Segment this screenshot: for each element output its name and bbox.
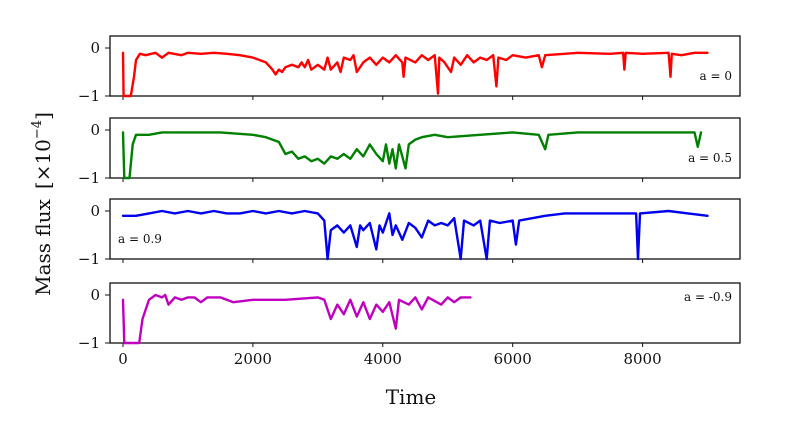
- panel-3: 0 −1 a = 0.9: [78, 198, 741, 268]
- y-tick-label: −1: [78, 250, 100, 268]
- y-axis-unit-prefix: [×10: [31, 139, 55, 189]
- panel-frame: [109, 35, 741, 97]
- y-tick-label: 0: [90, 121, 100, 139]
- panel-frame: [109, 117, 741, 179]
- series-line-3: [121, 209, 709, 261]
- x-axis-label: Time: [386, 385, 437, 409]
- x-tick-label: 8000: [623, 350, 661, 368]
- panel-label: a = 0: [700, 69, 732, 83]
- y-axis-unit-exponent: −4: [30, 120, 45, 139]
- y-axis-label: Mass flux [×10−4]: [30, 112, 55, 296]
- series-line-1: [121, 51, 709, 98]
- panel-2: 0 −1 a = 0.5: [78, 117, 741, 187]
- y-tick-label: −1: [78, 169, 100, 187]
- panel-frame: [109, 282, 741, 344]
- x-tick-label: 2000: [234, 350, 272, 368]
- panel-label: a = -0.9: [684, 290, 732, 304]
- y-axis-unit-suffix: ]: [31, 112, 55, 120]
- panels: 0 −1 a = 0 0 −1 a = 0.5 0 −1 a = 0.9 0 −1 a = -0.9: [78, 35, 741, 352]
- y-tick-label: −1: [78, 334, 100, 352]
- y-tick-label: 0: [90, 202, 100, 220]
- panel-4: 0 −1 a = -0.9: [78, 282, 741, 352]
- x-tick-label: 6000: [494, 350, 532, 368]
- y-tick-label: −1: [78, 87, 100, 105]
- x-tick-label: 4000: [364, 350, 402, 368]
- series-line-4: [121, 293, 472, 345]
- y-axis-label-text: Mass flux: [31, 198, 55, 296]
- panel-label: a = 0.9: [118, 232, 162, 246]
- y-tick-label: 0: [90, 39, 100, 57]
- y-tick-label: 0: [90, 286, 100, 304]
- x-tick-label: 0: [118, 350, 128, 368]
- panel-frame: [109, 198, 741, 260]
- x-axis: 0 2000 4000 6000 8000: [118, 350, 661, 368]
- series-line-2: [121, 131, 703, 180]
- panel-label: a = 0.5: [688, 151, 732, 165]
- panel-1: 0 −1 a = 0: [78, 35, 741, 105]
